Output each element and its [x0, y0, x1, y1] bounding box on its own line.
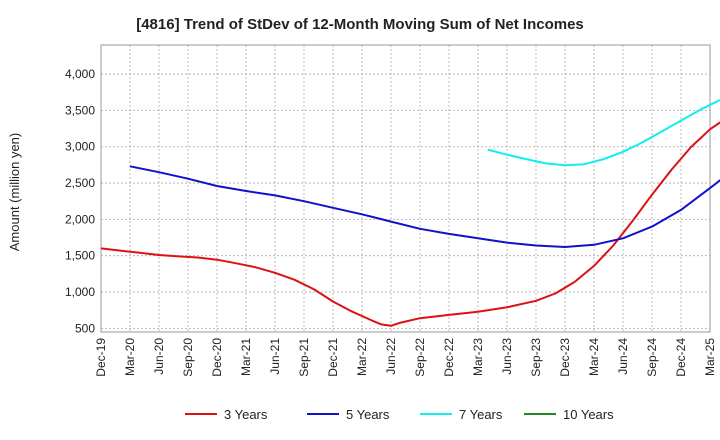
x-tick-label: Jun-22 — [384, 338, 398, 375]
x-tick-label: Sep-20 — [181, 338, 195, 377]
x-tick-label: Jun-20 — [152, 338, 166, 375]
x-tick-label: Mar-20 — [123, 338, 137, 376]
chart-title: [4816] Trend of StDev of 12-Month Moving… — [136, 16, 584, 33]
y-tick-label: 3,000 — [65, 140, 95, 154]
legend-label: 10 Years — [563, 407, 614, 422]
y-tick-label: 4,000 — [65, 67, 95, 81]
x-tick-label: Mar-21 — [239, 338, 253, 376]
series-line-3-years — [100, 121, 720, 327]
x-tick-label: Dec-24 — [674, 338, 688, 377]
x-tick-label: Sep-24 — [645, 338, 659, 377]
x-tick-label: Mar-25 — [703, 338, 717, 376]
x-tick-label: Mar-24 — [587, 338, 601, 376]
y-tick-label: 2,000 — [65, 212, 95, 226]
y-tick-label: 3,500 — [65, 103, 95, 117]
plot-frame — [100, 44, 711, 333]
y-axis: 500 1,000 1,500 2,000 2,500 3,000 3,500 4,000 — [65, 67, 95, 335]
x-tick-label: Jun-23 — [500, 338, 514, 375]
y-tick-label: 1,500 — [65, 249, 95, 263]
x-tick-label: Jun-21 — [268, 338, 282, 375]
y-tick-label: 2,500 — [65, 176, 95, 190]
legend-label: 7 Years — [459, 407, 503, 422]
x-tick-label: Mar-22 — [355, 338, 369, 376]
legend-label: 5 Years — [346, 407, 390, 422]
legend: 3 Years 5 Years 7 Years 10 Years — [185, 407, 614, 422]
x-tick-label: Dec-20 — [210, 338, 224, 377]
x-tick-label: Dec-19 — [94, 338, 108, 377]
series-line-7-years — [487, 99, 720, 167]
series-line-5-years — [129, 165, 720, 248]
y-axis-label: Amount (million yen) — [7, 133, 22, 252]
y-tick-label: 1,000 — [65, 285, 95, 299]
x-tick-label: Mar-23 — [471, 338, 485, 376]
x-tick-label: Sep-23 — [529, 338, 543, 377]
legend-label: 3 Years — [224, 407, 268, 422]
x-axis: Dec-19 Mar-20 Jun-20 Sep-20 Dec-20 Mar-21 Jun-… — [94, 338, 717, 377]
x-tick-label: Jun-24 — [616, 338, 630, 375]
x-tick-label: Dec-21 — [326, 338, 340, 377]
grid — [100, 45, 711, 332]
series-lines — [100, 99, 720, 327]
x-tick-label: Dec-22 — [442, 338, 456, 377]
x-tick-label: Dec-23 — [558, 338, 572, 377]
x-tick-label: Sep-21 — [297, 338, 311, 377]
x-tick-label: Sep-22 — [413, 338, 427, 377]
y-tick-label: 500 — [75, 321, 95, 335]
